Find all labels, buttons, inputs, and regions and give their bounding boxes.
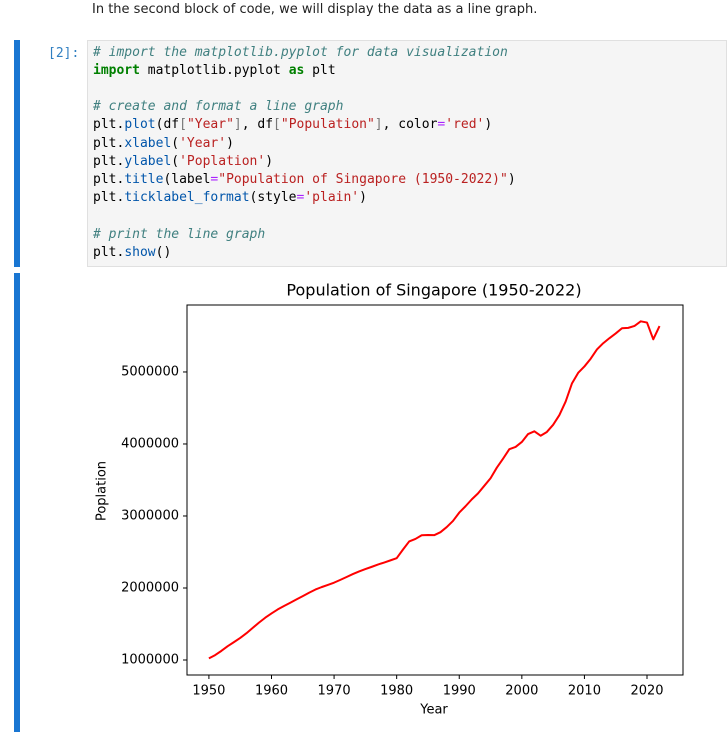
code-token: (label <box>163 172 211 187</box>
code-token: # create and format a line graph <box>93 99 344 114</box>
code-token: (style <box>249 190 297 205</box>
code-token: ) <box>507 172 516 187</box>
code-token: ) <box>359 190 367 205</box>
code-cell[interactable] <box>87 40 727 267</box>
cell-prompt: [2]: <box>48 46 80 61</box>
code-token: # print the line graph <box>93 227 266 242</box>
code-line: # print the line graph <box>93 227 265 242</box>
x-tick-label: 1950 <box>192 684 225 699</box>
code-token: plt <box>304 63 336 78</box>
code-token: (df <box>155 117 180 132</box>
x-tick-label: 1980 <box>380 684 413 699</box>
y-tick-label: 5000000 <box>121 364 179 379</box>
code-token: 'Year' <box>179 136 227 151</box>
y-tick-label: 4000000 <box>121 436 179 451</box>
x-tick-label: 1970 <box>318 684 351 699</box>
code-token: # import the matplotlib.pyplot for data … <box>93 45 508 60</box>
code-token: plt. <box>93 154 125 169</box>
y-axis-label: Poplation <box>95 461 110 521</box>
code-line: import matplotlib.pyplot as plt <box>93 63 336 78</box>
code-line: plt.show() <box>93 245 171 260</box>
code-token: ( <box>171 136 180 151</box>
code-token: 'red' <box>445 117 485 132</box>
code-line: plt.title(label="Population of Singapore… <box>93 172 516 187</box>
markdown-text: In the second block of code, we will dis… <box>92 2 538 17</box>
code-token: plot <box>124 117 156 132</box>
code-token: = <box>210 172 219 187</box>
code-token: as <box>288 63 305 78</box>
data-line <box>208 320 661 660</box>
code-line: plt.plot(df["Year"], df["Population"], c… <box>93 117 492 132</box>
x-tick-label: 1990 <box>443 684 476 699</box>
code-token: ( <box>171 154 180 169</box>
x-tick-label: 2010 <box>568 684 601 699</box>
code-token: title <box>124 172 164 187</box>
y-tick-label: 2000000 <box>121 580 179 595</box>
code-token: plt. <box>93 190 125 205</box>
cell-selection-bar[interactable] <box>14 40 20 267</box>
x-tick-label: 2000 <box>505 684 538 699</box>
code-token: ) <box>484 117 493 132</box>
code-line: # create and format a line graph <box>93 99 343 114</box>
code-token: = <box>296 190 305 205</box>
code-token: "Population" <box>280 117 375 132</box>
code-token: plt. <box>93 117 125 132</box>
code-token: matplotlib.pyplot <box>139 63 289 78</box>
code-token: import <box>93 63 140 78</box>
code-token: plt. <box>93 245 125 260</box>
code-token: , color <box>382 117 438 132</box>
code-token: ] <box>374 117 383 132</box>
code-token: [ <box>179 117 187 132</box>
y-tick-label: 1000000 <box>121 653 179 668</box>
code-token: , df <box>241 117 274 132</box>
code-line: plt.xlabel('Year') <box>93 136 234 151</box>
code-line: plt.ylabel('Poplation') <box>93 154 273 169</box>
code-line: # import the matplotlib.pyplot for data … <box>93 45 508 60</box>
chart-title: Population of Singapore (1950-2022) <box>286 281 581 300</box>
code-token: plt. <box>93 136 125 151</box>
code-token: 'Poplation' <box>179 154 266 169</box>
code-token: ylabel <box>124 154 172 169</box>
code-token: ] <box>233 117 242 132</box>
code-token: xlabel <box>124 136 172 151</box>
code-token: show <box>124 245 156 260</box>
code-token: plt. <box>93 172 125 187</box>
axes-frame <box>186 304 684 676</box>
code-line: plt.ticklabel_format(style='plain') <box>93 190 367 205</box>
code-token: "Population of Singapore (1950-2022)" <box>218 172 508 187</box>
x-tick-label: 1960 <box>255 684 288 699</box>
code-token: () <box>155 245 172 260</box>
output-selection-bar[interactable] <box>14 273 20 732</box>
code-token: ) <box>265 154 274 169</box>
code-token: ) <box>226 136 234 151</box>
code-token: ticklabel_format <box>124 190 250 205</box>
x-axis-label: Year <box>419 703 448 718</box>
x-tick-label: 2020 <box>630 684 663 699</box>
code-token: "Year" <box>186 117 234 132</box>
y-tick-label: 3000000 <box>121 508 179 523</box>
code-token: 'plain' <box>304 190 360 205</box>
code-token: [ <box>273 117 281 132</box>
code-token: = <box>437 117 446 132</box>
